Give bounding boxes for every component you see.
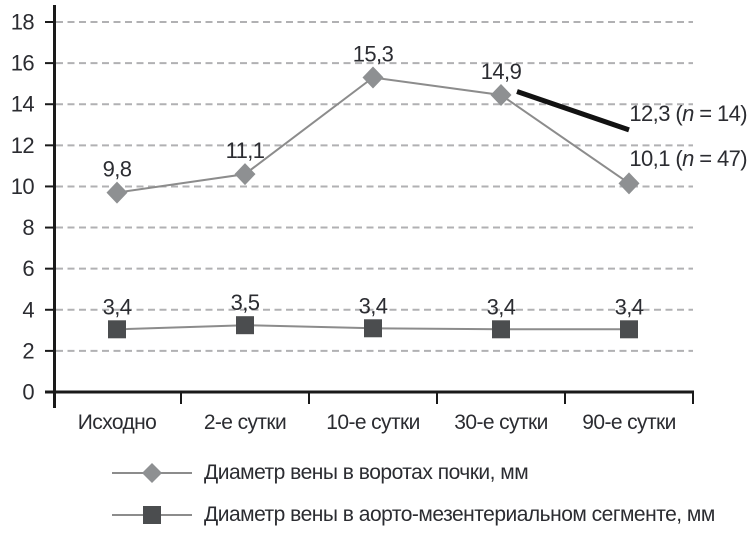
- point-label: 11,1: [226, 138, 265, 163]
- point-label: 14,9: [481, 59, 522, 84]
- legend-item-aorto-mesenteric-segment: Диаметр вены в аорто-мезентериальном сег…: [112, 494, 715, 536]
- legend-item-renal-hilum-vein: Диаметр вены в воротах почки, мм: [112, 452, 715, 494]
- point-label: 3,5: [231, 290, 260, 315]
- data-point-diamond: [362, 66, 384, 89]
- data-point-diamond: [106, 181, 128, 204]
- y-tick-label: 12: [11, 133, 35, 158]
- y-tick-label: 2: [22, 338, 34, 363]
- point-label: 3,4: [103, 294, 132, 319]
- legend-diamond-glyph: [112, 463, 192, 483]
- y-tick-label: 16: [11, 51, 35, 76]
- legend-square-glyph: [112, 506, 192, 524]
- annotation-line-n14: [516, 89, 630, 133]
- point-label: 3,4: [487, 294, 516, 319]
- x-tick-label: 30-е сутки: [454, 411, 547, 434]
- y-tick-label: 18: [11, 10, 35, 35]
- data-point-square: [236, 316, 254, 335]
- point-label: 3,4: [359, 293, 388, 318]
- series-line-renal-hilum: [116, 76, 630, 194]
- y-tick-label: 4: [22, 297, 34, 322]
- x-tick-label: 90-е сутки: [582, 411, 675, 434]
- point-label: 3,4: [615, 294, 644, 319]
- data-point-diamond: [490, 83, 512, 106]
- diamond-icon: [142, 463, 162, 483]
- data-point-square: [620, 320, 638, 339]
- x-tick-label: Исходно: [78, 411, 156, 434]
- point-label: 15,3: [353, 42, 394, 67]
- y-tick-label: 6: [22, 256, 34, 281]
- data-point-diamond: [234, 163, 256, 186]
- legend-label-aorto-mesenteric: Диаметр вены в аорто-мезентериальном сег…: [204, 503, 715, 526]
- x-tick-label: 10-е сутки: [326, 411, 419, 434]
- y-tick-label: 0: [22, 380, 34, 405]
- y-tick-label: 8: [22, 215, 34, 240]
- square-icon: [143, 506, 161, 524]
- data-point-diamond: [618, 172, 640, 195]
- x-tick-label: 2-е сутки: [204, 411, 286, 434]
- point-label: 9,8: [103, 157, 132, 182]
- annotation-label-n47: 10,1 (n = 47): [629, 146, 747, 171]
- data-point-square: [492, 320, 510, 339]
- data-point-square: [108, 320, 126, 339]
- data-point-square: [364, 319, 382, 338]
- annotation-label-n14: 12,3 (n = 14): [629, 101, 747, 126]
- y-tick-label: 14: [11, 92, 35, 117]
- legend-label-renal-hilum: Диаметр вены в воротах почки, мм: [204, 461, 529, 484]
- y-tick-label: 10: [11, 174, 35, 199]
- legend: Диаметр вены в воротах почки, мм Диаметр…: [112, 452, 715, 536]
